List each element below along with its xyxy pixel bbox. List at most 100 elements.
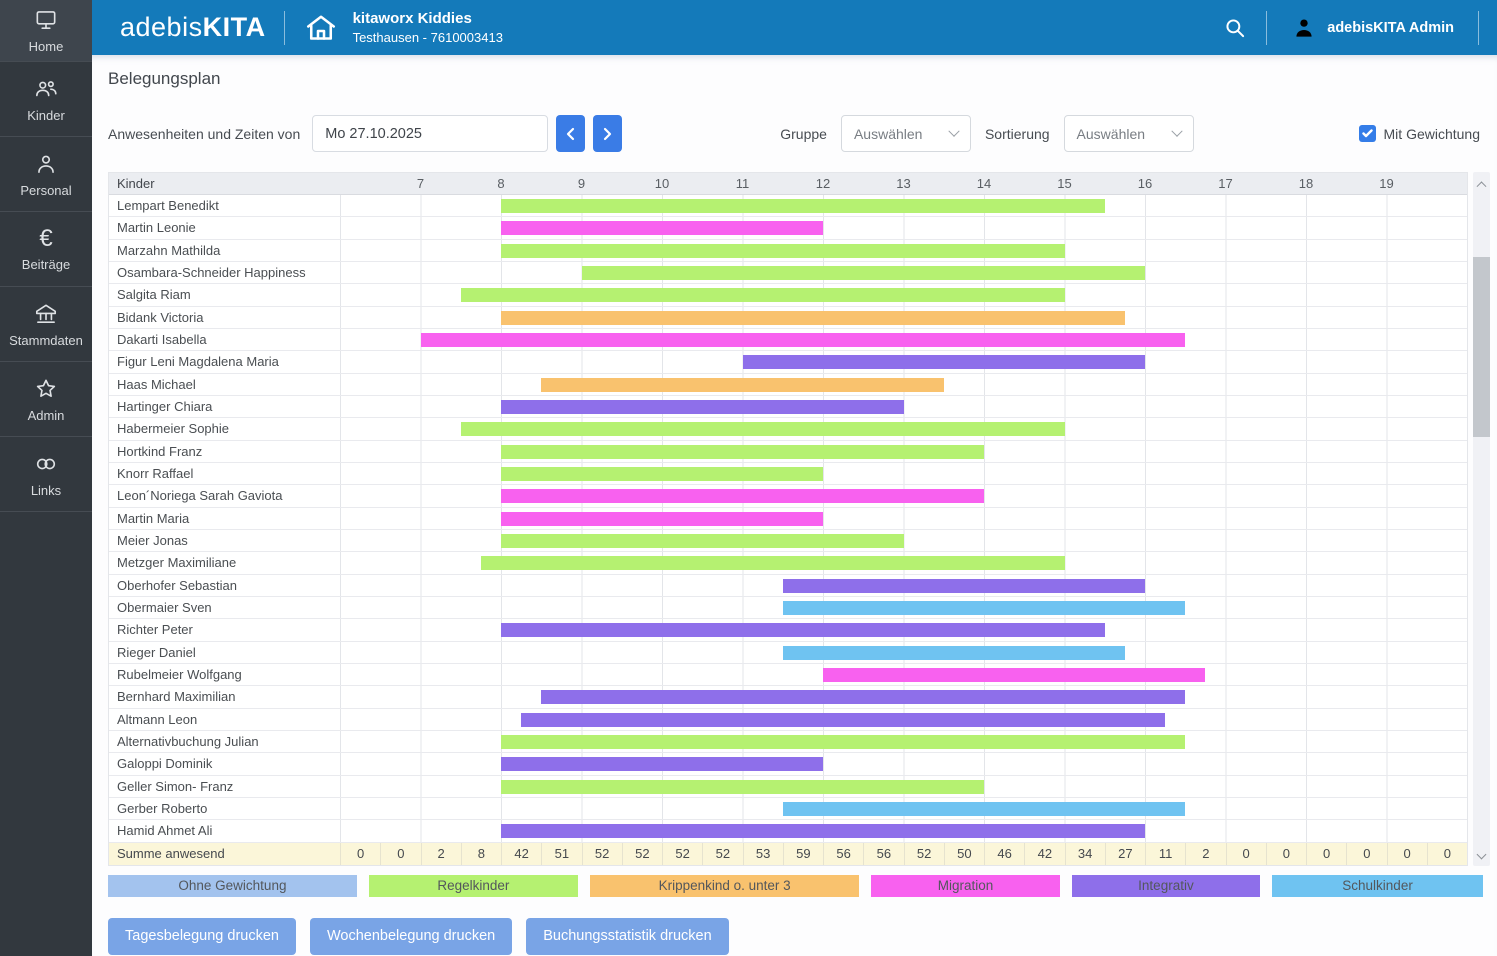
table-row[interactable]: Salgita Riam	[109, 284, 1467, 307]
table-row[interactable]: Dakarti Isabella	[109, 328, 1467, 352]
child-name: Alternativbuchung Julian	[117, 733, 259, 749]
facility-info[interactable]: kitaworx Kiddies Testhausen - 7610003413	[303, 10, 503, 46]
attendance-bar-migration[interactable]	[501, 489, 984, 504]
wochenbelegung-drucken-button[interactable]: Wochenbelegung drucken	[309, 917, 513, 955]
attendance-bar-krippenkind[interactable]	[541, 377, 944, 392]
child-name: Salgita Riam	[117, 287, 191, 303]
sidebar-item-admin[interactable]: Admin	[0, 362, 92, 437]
sidebar-item-kinder[interactable]: Kinder	[0, 62, 92, 137]
attendance-bar-integrativ[interactable]	[782, 578, 1145, 593]
attendance-bar-regelkinder[interactable]	[460, 288, 1065, 303]
sidebar-item-label: Home	[28, 39, 64, 54]
table-row[interactable]: Marzahn Mathilda	[109, 239, 1467, 262]
summary-value: 42	[1024, 842, 1064, 865]
gewichtung-checkbox[interactable]	[1358, 125, 1376, 142]
time-track	[340, 797, 1467, 820]
attendance-bar-regelkinder[interactable]	[501, 779, 984, 794]
attendance-bar-integrativ[interactable]	[541, 690, 1186, 705]
time-track	[340, 306, 1467, 328]
table-row[interactable]: Oberhofer Sebastian	[109, 574, 1467, 597]
sidebar-item-links[interactable]: Links	[0, 437, 92, 512]
scroll-down-button[interactable]	[1473, 846, 1490, 864]
table-row[interactable]: Lempart Benedikt	[109, 195, 1467, 218]
table-row[interactable]: Figur Leni Magdalena Maria	[109, 351, 1467, 374]
attendance-bar-regelkinder[interactable]	[501, 533, 904, 548]
time-track	[340, 261, 1467, 284]
attendance-bar-integrativ[interactable]	[742, 355, 1145, 370]
scrollbar-thumb[interactable]	[1473, 257, 1490, 437]
search-button[interactable]	[1222, 15, 1248, 41]
summary-row: Summe anwesend 0 0 2 8 42 51 52 52 52 52 53 59 56 56 5…	[109, 842, 1467, 865]
table-row[interactable]: Leon´Noriega Sarah Gaviota	[109, 485, 1467, 508]
table-row[interactable]: Bidank Victoria	[109, 306, 1467, 329]
table-row[interactable]: Knorr Raffael	[109, 462, 1467, 486]
table-row[interactable]: Alternativbuchung Julian	[109, 730, 1467, 754]
gewichtung-checkbox-wrap[interactable]: Mit Gewichtung	[1358, 125, 1480, 142]
attendance-bar-regelkinder[interactable]	[501, 466, 823, 481]
sidebar-item-label: Beiträge	[21, 256, 71, 272]
attendance-bar-migration[interactable]	[501, 511, 823, 526]
table-row[interactable]: Martin Leonie	[109, 217, 1467, 240]
prev-day-button[interactable]	[556, 115, 586, 152]
table-row[interactable]: Altmann Leon	[109, 708, 1467, 731]
attendance-bar-regelkinder[interactable]	[501, 243, 1065, 258]
attendance-bar-integrativ[interactable]	[501, 757, 823, 772]
table-row[interactable]: Martin Maria	[109, 507, 1467, 530]
attendance-bar-integrativ[interactable]	[501, 623, 1105, 638]
attendance-bar-migration[interactable]	[501, 221, 823, 236]
sidebar-item-stammdaten[interactable]: Stammdaten	[0, 287, 92, 362]
attendance-bar-regelkinder[interactable]	[480, 556, 1065, 571]
table-row[interactable]: Hortkind Franz	[109, 440, 1467, 463]
scroll-up-button[interactable]	[1473, 174, 1490, 192]
user-menu[interactable]: adebisKITA Admin	[1291, 15, 1454, 41]
sortierung-select[interactable]: Auswählen	[1063, 115, 1194, 152]
attendance-bar-migration[interactable]	[420, 332, 1186, 347]
date-input[interactable]: Mo 27.10.2025	[312, 115, 549, 152]
attendance-bar-schulkinder[interactable]	[782, 801, 1186, 816]
attendance-bar-regelkinder[interactable]	[501, 734, 1186, 749]
table-row[interactable]: Habermeier Sophie	[109, 418, 1467, 441]
buchungsstatistik-drucken-button[interactable]: Buchungsstatistik drucken	[526, 917, 729, 955]
sidebar-item-label: Admin	[27, 407, 65, 423]
vertical-scrollbar[interactable]	[1473, 172, 1490, 866]
attendance-bar-migration[interactable]	[823, 667, 1206, 682]
sidebar-item-personal[interactable]: Personal	[0, 137, 92, 212]
table-row[interactable]: Meier Jonas	[109, 529, 1467, 553]
attendance-bar-regelkinder[interactable]	[581, 265, 1145, 280]
next-day-button[interactable]	[593, 115, 623, 152]
topbar-divider	[1266, 10, 1268, 45]
hour-tick-label: 10	[654, 176, 670, 191]
attendance-bar-integrativ[interactable]	[521, 712, 1166, 727]
table-row[interactable]: Hartinger Chiara	[109, 395, 1467, 419]
table-row[interactable]: Geller Simon- Franz	[109, 775, 1467, 798]
table-row[interactable]: Gerber Roberto	[109, 797, 1467, 821]
attendance-bar-integrativ[interactable]	[501, 824, 1145, 839]
gruppe-select[interactable]: Auswählen	[840, 115, 971, 152]
table-row[interactable]: Rieger Daniel	[109, 641, 1467, 664]
time-track	[340, 663, 1467, 686]
table-row[interactable]: Richter Peter	[109, 619, 1467, 642]
table-row[interactable]: Rubelmeier Wolfgang	[109, 663, 1467, 687]
attendance-bar-regelkinder[interactable]	[460, 422, 1065, 437]
attendance-bar-integrativ[interactable]	[501, 399, 904, 414]
attendance-bar-regelkinder[interactable]	[501, 444, 984, 459]
table-row[interactable]: Osambara-Schneider Happiness	[109, 261, 1467, 285]
logo-text-bold: KITA	[202, 12, 266, 42]
table-row[interactable]: Bernhard Maximilian	[109, 686, 1467, 709]
sidebar-item-beitraege[interactable]: € Beiträge	[0, 212, 92, 287]
table-row[interactable]: Haas Michael	[109, 373, 1467, 396]
time-track	[340, 753, 1467, 775]
table-row[interactable]: Metzger Maximiliane	[109, 552, 1467, 575]
sidebar-item-home[interactable]: Home	[0, 0, 92, 62]
tagesbelegung-drucken-button[interactable]: Tagesbelegung drucken	[108, 917, 296, 955]
attendance-bar-schulkinder[interactable]	[782, 645, 1125, 660]
app-logo[interactable]: adebisKITA	[120, 12, 266, 43]
table-row[interactable]: Hamid Ahmet Ali	[109, 820, 1467, 843]
table-row[interactable]: Galoppi Dominik	[109, 753, 1467, 776]
attendance-bar-krippenkind[interactable]	[501, 310, 1125, 325]
attendance-bar-schulkinder[interactable]	[782, 600, 1186, 615]
table-row[interactable]: Obermaier Sven	[109, 596, 1467, 620]
attendance-bar-regelkinder[interactable]	[501, 199, 1105, 213]
sidebar-item-label: Kinder	[27, 107, 65, 123]
hour-tick-label: 13	[896, 176, 911, 191]
